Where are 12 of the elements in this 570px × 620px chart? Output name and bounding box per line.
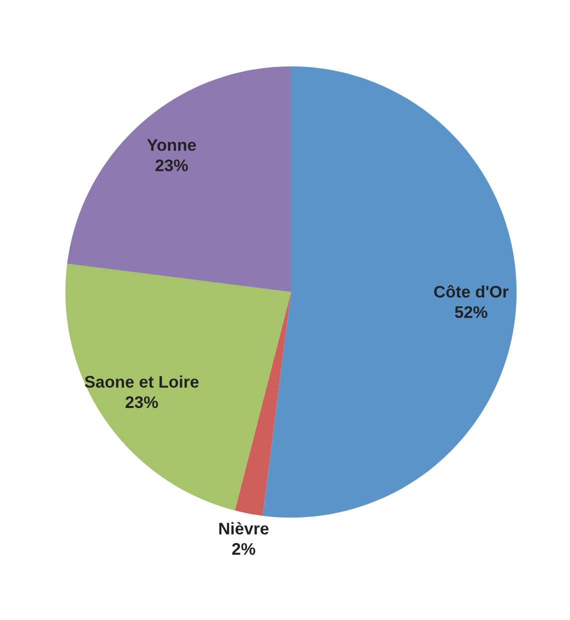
pie-slice bbox=[67, 66, 291, 292]
data-label: 52% bbox=[454, 306, 488, 318]
pie-slice bbox=[65, 264, 291, 511]
data-label: 2% bbox=[232, 543, 256, 555]
slice-label: Yonne bbox=[147, 139, 196, 151]
data-label: 23% bbox=[126, 396, 158, 408]
data-label: 23% bbox=[156, 159, 188, 172]
slice-label: Nièvre bbox=[219, 522, 269, 534]
slice-label: Côte d'Or bbox=[434, 285, 509, 298]
pie-slice bbox=[262, 66, 517, 518]
slice-label: Saone et Loire bbox=[84, 375, 199, 388]
pie-slice bbox=[234, 292, 291, 516]
